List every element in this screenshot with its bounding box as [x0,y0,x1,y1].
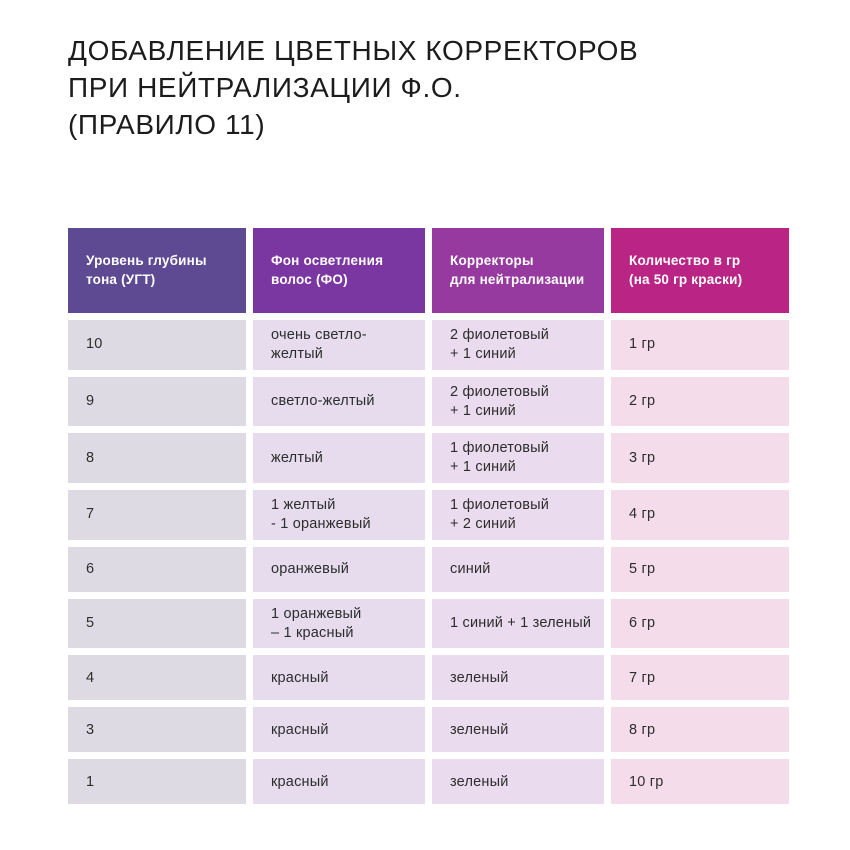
table-cell: красный [253,707,425,753]
table-cell: зеленый [432,707,604,753]
page-title: ДОБАВЛЕНИЕ ЦВЕТНЫХ КОРРЕКТОРОВ ПРИ НЕЙТР… [68,32,785,143]
table-cell: 1 [68,759,246,805]
table-cell: 4 [68,655,246,701]
table-cell: 8 [68,433,246,484]
table-cell: 3 [68,707,246,753]
table-cell: 10 гр [611,759,789,805]
table-cell: зеленый [432,655,604,701]
table-cell: зеленый [432,759,604,805]
table-cell: 1 фиолетовый + 1 синий [432,433,604,484]
table-cell: 4 гр [611,490,789,540]
table-cell: 8 гр [611,707,789,753]
column-header-correctors: Корректоры для нейтрализации [432,228,604,313]
page-title-line-1: ДОБАВЛЕНИЕ ЦВЕТНЫХ КОРРЕКТОРОВ [68,35,639,66]
table-cell: 10 [68,320,246,370]
table-cell: 3 гр [611,433,789,484]
table-cell: светло-желтый [253,376,425,427]
table-cell: 7 гр [611,655,789,701]
page-title-line-2: ПРИ НЕЙТРАЛИЗАЦИИ Ф.О. [68,72,462,103]
table-cell: 2 фиолетовый + 1 синий [432,376,604,427]
table-cell: 2 фиолетовый + 1 синий [432,320,604,370]
table-cell: красный [253,655,425,701]
table-cell: 9 [68,376,246,427]
correctors-table: Уровень глубины тона (УГТ) Фон осветлени… [68,228,789,805]
table-cell: 5 [68,598,246,649]
table-cell: оранжевый [253,546,425,592]
table-cell: 1 оранжевый – 1 красный [253,598,425,649]
table-cell: желтый [253,433,425,484]
table-cell: 6 [68,546,246,592]
table-cell: 1 фиолетовый + 2 синий [432,490,604,540]
table-cell: 1 гр [611,320,789,370]
table-cell: 6 гр [611,598,789,649]
table-cell: синий [432,546,604,592]
table-cell: 2 гр [611,376,789,427]
table-cell: 7 [68,490,246,540]
column-header-amount: Количество в гр (на 50 гр краски) [611,228,789,313]
column-header-ugt: Уровень глубины тона (УГТ) [68,228,246,313]
page-title-line-3: (ПРАВИЛО 11) [68,109,266,140]
table-cell: 1 синий + 1 зеленый [432,598,604,649]
table-cell: 5 гр [611,546,789,592]
table-cell: красный [253,759,425,805]
table-cell: очень светло-желтый [253,320,425,370]
table-cell: 1 желтый - 1 оранжевый [253,490,425,540]
column-header-fo: Фон осветления волос (ФО) [253,228,425,313]
